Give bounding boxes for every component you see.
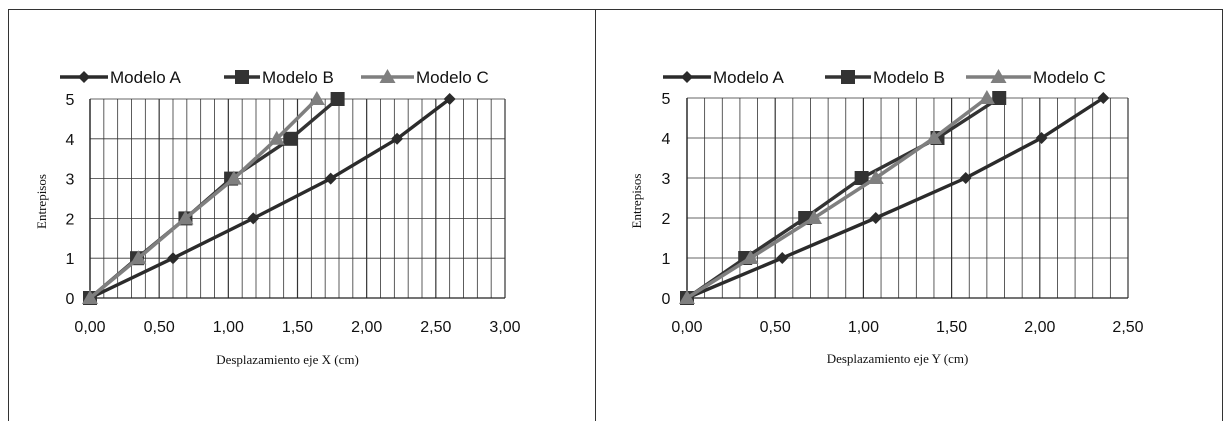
- data-point: [1097, 92, 1110, 104]
- y-tick-label: 1: [66, 251, 75, 268]
- y-tick-label: 4: [662, 131, 671, 148]
- data-point: [330, 92, 345, 106]
- x-tick-label: 0,50: [144, 319, 175, 336]
- data-point: [925, 130, 942, 144]
- chart-2: 0,00 0,50 1,00 1,50 2,00 2,50 0 1 2 3 4 5 Desplazami…: [629, 68, 1144, 366]
- data-point: [992, 91, 1007, 105]
- grid: [89, 98, 506, 299]
- series-modelo-a: [681, 92, 1110, 304]
- legend-label: Modelo A: [713, 68, 785, 87]
- legend-entry: Modelo B: [825, 68, 945, 87]
- legend-entry: Modelo C: [966, 68, 1106, 87]
- legend-marker: [990, 69, 1007, 83]
- data-point: [978, 90, 995, 104]
- series-modelo-c: [679, 90, 995, 304]
- x-tick-label: 0,50: [760, 319, 791, 336]
- data-point: [268, 130, 285, 145]
- y-tick-label: 2: [66, 211, 75, 228]
- y-tick-label: 3: [66, 172, 75, 189]
- data-point: [742, 250, 759, 264]
- y-axis-title: Entrepisos: [34, 174, 49, 229]
- series-modelo-c: [82, 91, 325, 304]
- data-point: [167, 252, 179, 265]
- legend-label: Modelo B: [873, 68, 945, 87]
- data-point: [443, 93, 456, 105]
- x-tick-label: 1,50: [282, 319, 313, 336]
- x-tick-label: 1,00: [848, 319, 879, 336]
- data-point: [776, 252, 789, 264]
- series-line: [88, 97, 319, 300]
- legend-entry: Modelo A: [663, 68, 785, 87]
- x-tick-label: 0,00: [671, 319, 702, 336]
- legend-label: Modelo C: [416, 68, 489, 87]
- data-point: [283, 131, 298, 146]
- x-tick-label: 1,50: [936, 319, 967, 336]
- data-point: [308, 91, 325, 105]
- x-tick-label: 2,00: [1024, 319, 1055, 336]
- legend-entry: Modelo C: [361, 68, 489, 87]
- series-line: [686, 96, 1105, 300]
- y-tick-label: 4: [66, 132, 75, 149]
- data-point: [679, 290, 695, 304]
- legend-marker: [841, 70, 855, 84]
- series-modelo-a: [84, 93, 456, 304]
- x-tick-label: 2,50: [420, 319, 451, 336]
- data-point: [854, 171, 869, 185]
- legend-marker: [681, 71, 693, 83]
- y-tick-label: 2: [662, 211, 671, 228]
- data-point: [869, 212, 882, 224]
- data-point: [177, 210, 194, 225]
- legend-label: Modelo C: [1033, 68, 1106, 87]
- legend-entry: Modelo B: [224, 68, 334, 87]
- x-tick-label: 3,00: [489, 319, 520, 336]
- chart-panel-y: [595, 9, 1223, 421]
- data-point: [867, 170, 884, 184]
- data-point: [225, 170, 242, 185]
- x-axis-title: Desplazamiento eje Y (cm): [827, 351, 969, 366]
- legend-marker: [235, 70, 249, 84]
- data-point: [247, 212, 260, 225]
- x-axis-title: Desplazamiento eje X (cm): [216, 352, 359, 367]
- data-point: [324, 172, 337, 185]
- x-tick-label: 2,50: [1112, 319, 1143, 336]
- y-tick-label: 0: [66, 291, 75, 308]
- data-point: [1035, 132, 1048, 144]
- legend-label: Modelo B: [262, 68, 334, 87]
- data-point: [130, 250, 147, 265]
- y-tick-label: 1: [662, 251, 671, 268]
- y-tick-label: 3: [662, 171, 671, 188]
- data-point: [806, 210, 823, 224]
- x-tick-label: 0,00: [74, 319, 105, 336]
- y-tick-label: 5: [662, 91, 671, 108]
- legend-label: Modelo A: [110, 68, 182, 87]
- x-tick-label: 2,00: [351, 319, 382, 336]
- legend-marker: [379, 69, 396, 83]
- series-line: [686, 96, 1001, 300]
- grid: [686, 97, 1129, 299]
- data-point: [959, 172, 972, 184]
- series-line: [89, 97, 451, 300]
- data-point: [391, 132, 404, 145]
- legend-entry: Modelo A: [60, 68, 182, 87]
- chart-1: 0,00 0,50 1,00 1,50 2,00 2,50 3,00 0 1 2 3 4 5 Despla…: [34, 68, 521, 367]
- y-axis-title: Entrepisos: [629, 174, 644, 229]
- y-tick-label: 5: [66, 92, 75, 109]
- x-tick-label: 1,00: [213, 319, 244, 336]
- series-line: [686, 96, 988, 300]
- data-point: [82, 290, 98, 304]
- y-tick-label: 0: [662, 291, 671, 308]
- legend-marker: [78, 71, 90, 83]
